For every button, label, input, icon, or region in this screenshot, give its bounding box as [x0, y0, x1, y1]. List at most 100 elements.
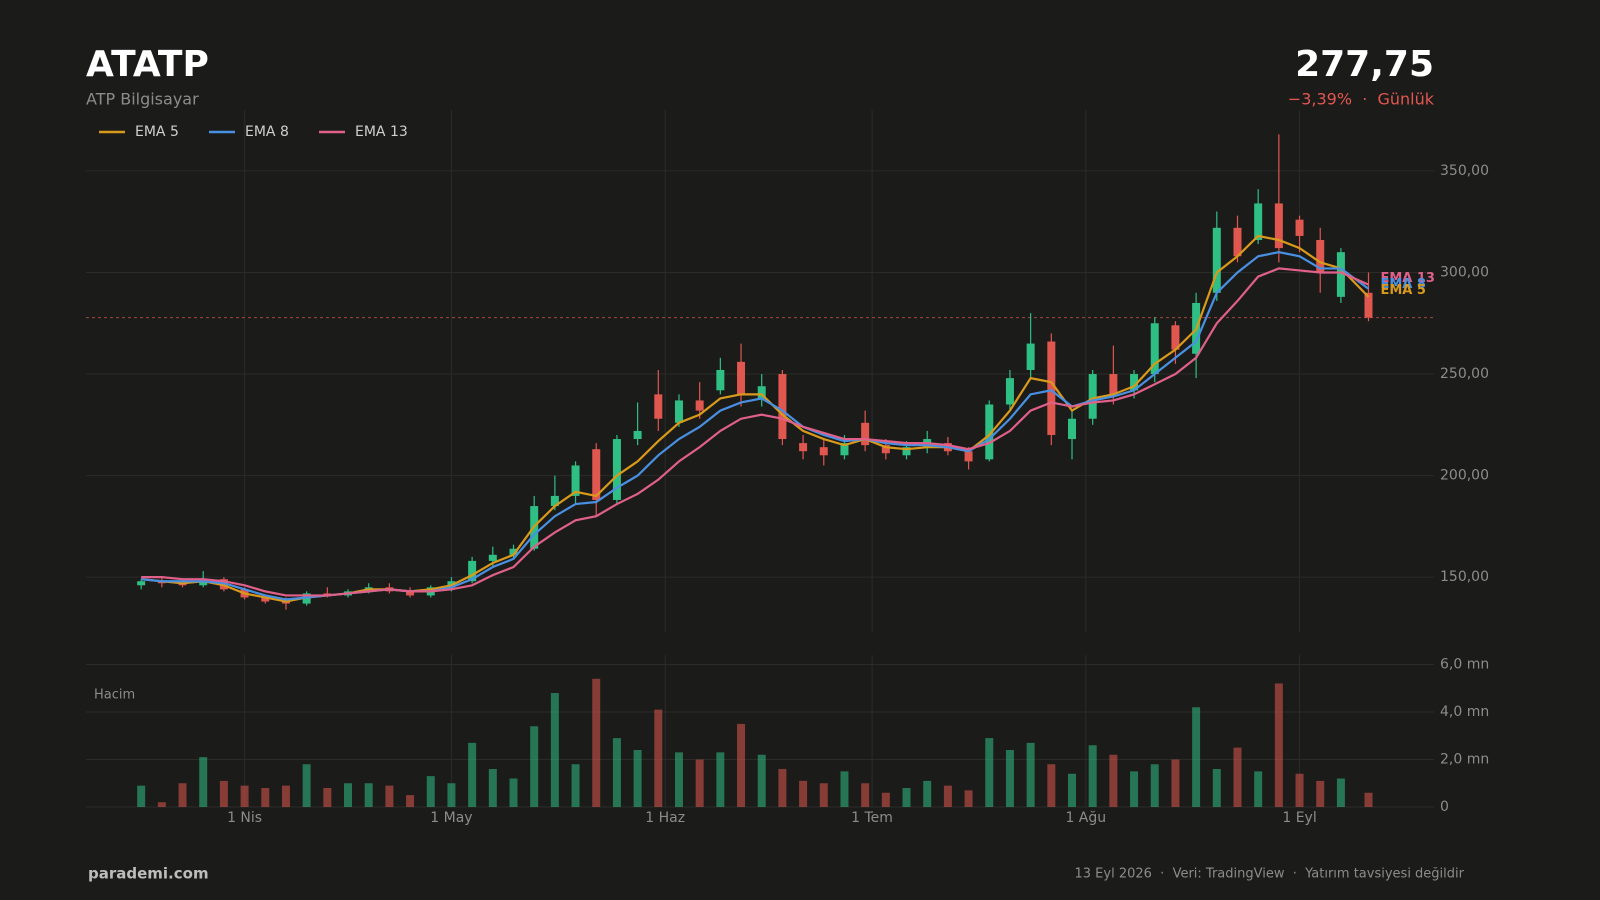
volume-bar [985, 738, 994, 807]
candle-body [1336, 252, 1345, 297]
ema-end-label: EMA 8 [1380, 277, 1425, 292]
footer-note: 13 Eyl 2026 · Veri: TradingView · Yatırı… [1075, 867, 1465, 882]
candle-body [799, 443, 808, 452]
volume-bar [1171, 759, 1180, 807]
volume-tick-label: 4,0 mn [1440, 704, 1489, 720]
company-name: ATP Bilgisayar [86, 90, 199, 109]
candle-body [819, 447, 828, 456]
candle-body [612, 439, 621, 500]
site: parademi.com [88, 865, 209, 883]
candle-body [1212, 227, 1221, 293]
volume-bar [716, 752, 725, 807]
volume-bar [385, 785, 394, 807]
candle-body [633, 430, 642, 440]
volume-title: Hacim [94, 688, 135, 703]
y-tick-label: 250,00 [1440, 366, 1489, 382]
volume-bar [1026, 742, 1035, 807]
x-tick-label: 1 Ağu [1065, 810, 1106, 826]
change: −3,39% · Günlük [1288, 90, 1435, 109]
candle-body [964, 451, 973, 462]
volume-bar [488, 769, 497, 807]
legend-label: EMA 5 [135, 124, 179, 140]
candle-body [902, 447, 911, 456]
volume-bar [468, 742, 477, 807]
candle-body [985, 404, 994, 460]
volume-bar [219, 780, 228, 807]
volume-bar [323, 788, 332, 807]
volume-bar [1130, 771, 1139, 807]
volume-bar [1109, 754, 1118, 807]
volume-bar [799, 780, 808, 807]
volume-bar [1150, 764, 1159, 807]
candle-body [757, 386, 766, 399]
volume-bar [840, 771, 849, 807]
volume-bar [819, 783, 828, 807]
volume-bar [1364, 792, 1373, 807]
volume-bar [695, 759, 704, 807]
volume-bar [261, 788, 270, 807]
candle-body [654, 394, 663, 419]
volume-bar [199, 757, 208, 807]
volume-bar [178, 783, 187, 807]
candle-body [840, 443, 849, 456]
volume-bar [406, 795, 415, 807]
x-tick-label: 1 Tem [851, 810, 893, 826]
candle-body [1047, 341, 1056, 435]
ema-end-label: EMA 13 [1380, 271, 1435, 286]
candle-body [137, 581, 146, 586]
volume-bar [654, 709, 663, 807]
y-tick-label: 300,00 [1440, 264, 1489, 280]
volume-bar [1047, 764, 1056, 807]
volume-bar [674, 752, 683, 807]
x-tick-label: 1 Haz [645, 810, 685, 826]
candle-body [716, 369, 725, 391]
volume-tick-label: 2,0 mn [1440, 752, 1489, 768]
volume-bar [737, 723, 746, 807]
y-tick-label: 200,00 [1440, 468, 1489, 484]
x-tick-label: 1 Eyl [1282, 810, 1316, 826]
volume-bar [592, 678, 601, 807]
legend-label: EMA 13 [355, 124, 408, 140]
candle-body [1274, 203, 1283, 249]
candle-body [1150, 323, 1159, 375]
volume-tick-label: 0 [1440, 799, 1449, 815]
x-tick-label: 1 Nis [227, 810, 262, 826]
volume-bar [757, 754, 766, 807]
price: 277,75 [1295, 44, 1434, 85]
candle-body [1068, 418, 1077, 440]
volume-bar [1254, 771, 1263, 807]
candle-body [1109, 374, 1118, 395]
y-tick-label: 350,00 [1440, 163, 1489, 179]
candle-body [1130, 374, 1139, 391]
volume-bar [923, 780, 932, 807]
candle-body [1295, 219, 1304, 236]
candle-body [737, 361, 746, 395]
candle-body [571, 465, 580, 496]
volume-bar [1005, 750, 1014, 807]
volume-bar [1336, 778, 1345, 807]
volume-bar [364, 783, 373, 807]
candle-body [778, 374, 787, 440]
candle-body [1005, 378, 1014, 405]
volume-bar [881, 792, 890, 807]
symbol: ATATP [86, 44, 209, 85]
candle-body [861, 422, 870, 446]
y-tick-label: 150,00 [1440, 569, 1489, 585]
volume-bar [1088, 745, 1097, 807]
volume-tick-label: 6,0 mn [1440, 657, 1489, 673]
volume-bar [281, 785, 290, 807]
volume-bar [157, 802, 166, 807]
volume-bar [344, 783, 353, 807]
candle-body [1171, 325, 1180, 350]
legend-label: EMA 8 [245, 124, 289, 140]
volume-bar [550, 693, 559, 807]
candle-body [881, 445, 890, 454]
candle-body [592, 449, 601, 500]
candle-body [468, 560, 477, 582]
volume-bar [1274, 683, 1283, 807]
candle-body [1026, 343, 1035, 370]
volume-bar [1192, 707, 1201, 807]
candle-body [1088, 374, 1097, 419]
volume-bar [633, 750, 642, 807]
